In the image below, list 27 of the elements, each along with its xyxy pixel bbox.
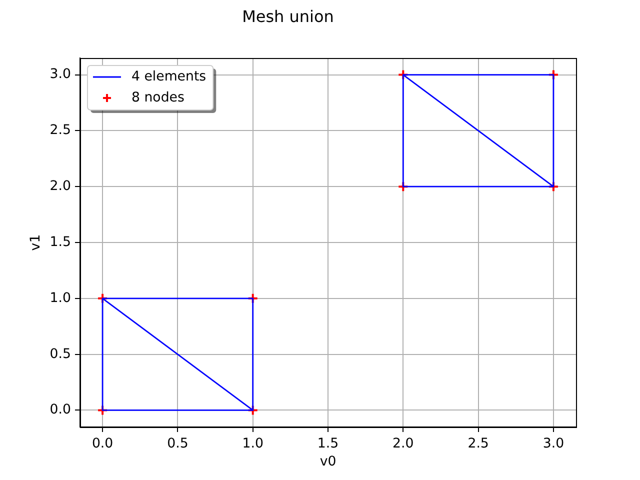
y-tick-label: 0.5 <box>50 346 71 362</box>
x-tick-label: 2.0 <box>392 436 414 452</box>
point <box>398 181 409 192</box>
x-tick-label: 0.0 <box>92 436 114 452</box>
y-tick-label: 1.5 <box>50 234 71 250</box>
point <box>247 404 258 416</box>
point <box>548 69 559 80</box>
y-tick-label: 2.0 <box>50 179 71 194</box>
x-tick-label: 0.5 <box>167 436 188 452</box>
x-tick-label: 3.0 <box>542 436 564 452</box>
point <box>548 181 559 192</box>
legend-label: 8 nodes <box>132 90 184 106</box>
y-tick-label: 2.5 <box>50 123 71 138</box>
point <box>247 292 258 304</box>
point <box>398 69 409 80</box>
point <box>97 404 108 416</box>
y-tick-label: 3.0 <box>50 67 71 82</box>
x-axis-title: v0 <box>320 454 336 470</box>
chart-title: Mesh union <box>242 6 334 26</box>
x-tick-label: 1.5 <box>317 436 339 452</box>
y-tick-label: 0.0 <box>50 402 71 418</box>
point <box>97 292 108 304</box>
x-tick-label: 1.0 <box>242 436 264 452</box>
x-tick-label: 2.5 <box>468 436 489 452</box>
y-tick-label: 1.0 <box>50 290 71 306</box>
legend-label: 4 elements <box>132 69 206 84</box>
y-axis-title: v1 <box>28 234 44 251</box>
